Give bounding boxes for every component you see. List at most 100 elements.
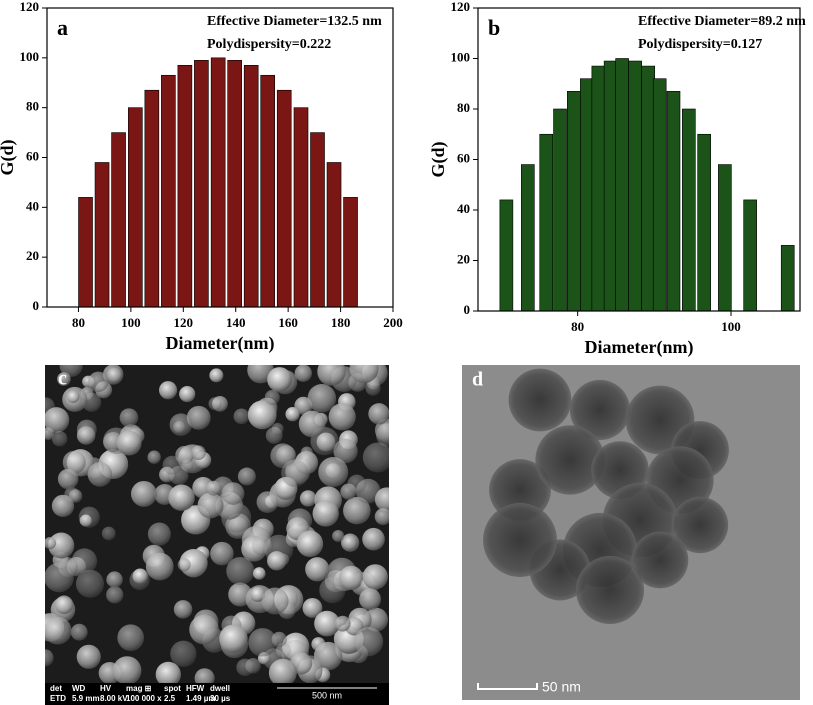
particle [256, 491, 279, 514]
particle [294, 365, 312, 382]
x-axis-label: Diameter(nm) [166, 333, 275, 354]
particle [226, 556, 255, 586]
particle [332, 529, 345, 543]
particle [349, 365, 379, 384]
particle [319, 576, 346, 604]
particle [508, 368, 572, 432]
bar [780, 245, 795, 312]
bar [682, 108, 696, 312]
databar-value: 5.9 mm [72, 694, 100, 703]
particle [209, 368, 224, 383]
bar [326, 162, 342, 308]
particle [483, 503, 557, 577]
tem-image [462, 365, 800, 700]
particle [101, 526, 116, 541]
particle [45, 649, 54, 667]
y-tick-label: 0 [33, 298, 40, 313]
particle [631, 531, 689, 589]
y-tick-label: 100 [20, 49, 40, 64]
particle [206, 480, 222, 496]
scale-bar [477, 683, 538, 690]
bar [144, 89, 160, 308]
x-tick-label: 120 [174, 315, 194, 330]
particle [362, 564, 388, 590]
particle [78, 506, 100, 528]
y-axis-label: G(d) [0, 139, 18, 175]
particle [168, 484, 195, 511]
particle [334, 615, 351, 632]
particle [147, 522, 171, 546]
x-tick-label: 100 [121, 315, 141, 330]
particle [250, 587, 266, 602]
particle [45, 562, 74, 593]
particle [54, 595, 74, 615]
databar-header: WD [72, 684, 86, 693]
particle [338, 565, 364, 590]
particle [45, 407, 70, 433]
bar [78, 197, 93, 308]
particle [87, 371, 109, 393]
x-tick-label: 160 [278, 315, 298, 330]
particle [362, 442, 389, 473]
particle [318, 457, 349, 487]
particle [298, 410, 326, 438]
particle [208, 397, 222, 411]
particle [535, 425, 605, 495]
bar [521, 164, 535, 312]
particle [374, 508, 389, 526]
bar [591, 65, 606, 312]
annotation: Polydispersity=0.127 [638, 37, 762, 52]
y-tick-label: 120 [451, 0, 471, 14]
bar [652, 78, 667, 312]
particle [107, 367, 122, 383]
bar [260, 74, 276, 308]
particle [219, 624, 248, 653]
annotation: Effective Diameter=132.5 nm [207, 14, 382, 29]
databar-header: dwell [210, 684, 230, 693]
y-tick-label: 80 [26, 99, 39, 114]
particle [87, 462, 113, 487]
particle [271, 631, 287, 647]
particle [333, 438, 358, 464]
databar-header: HFW [186, 684, 205, 693]
particle [132, 568, 148, 584]
y-tick-label: 0 [464, 302, 471, 317]
particle [177, 558, 191, 572]
particle [374, 418, 389, 443]
particle [155, 661, 181, 683]
bar [310, 132, 325, 308]
particle [299, 490, 317, 507]
particle [264, 389, 280, 406]
bar [293, 107, 309, 308]
particle [268, 658, 297, 683]
particle [112, 656, 142, 683]
particle [347, 474, 367, 494]
particle [147, 450, 161, 464]
bar [697, 133, 711, 312]
bar [553, 108, 567, 312]
x-tick-label: 180 [331, 315, 351, 330]
particle [307, 384, 337, 413]
x-tick-label: 140 [226, 315, 246, 330]
particle [191, 445, 206, 461]
particle [68, 489, 83, 503]
particle [145, 552, 174, 581]
particle [374, 487, 389, 512]
particle [285, 407, 300, 422]
databar-value: 100 000 x [126, 694, 162, 703]
databar-value: 8.00 kV [100, 694, 128, 703]
sem-image [45, 365, 389, 705]
y-tick-label: 20 [26, 248, 39, 263]
bar [499, 199, 514, 312]
particle [368, 403, 389, 425]
particle [314, 610, 340, 637]
particle [233, 408, 250, 425]
x-tick-label: 80 [571, 319, 584, 334]
x-tick-label: 80 [72, 315, 85, 330]
x-tick-label: 200 [383, 315, 403, 330]
particles [483, 368, 729, 625]
databar-header: HV [100, 684, 112, 693]
particle [45, 616, 72, 645]
